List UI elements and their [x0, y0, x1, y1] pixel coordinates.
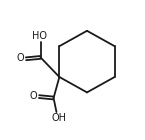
Text: O: O [30, 91, 37, 101]
Text: O: O [17, 53, 24, 63]
Text: OH: OH [52, 113, 67, 123]
Text: HO: HO [32, 31, 47, 41]
